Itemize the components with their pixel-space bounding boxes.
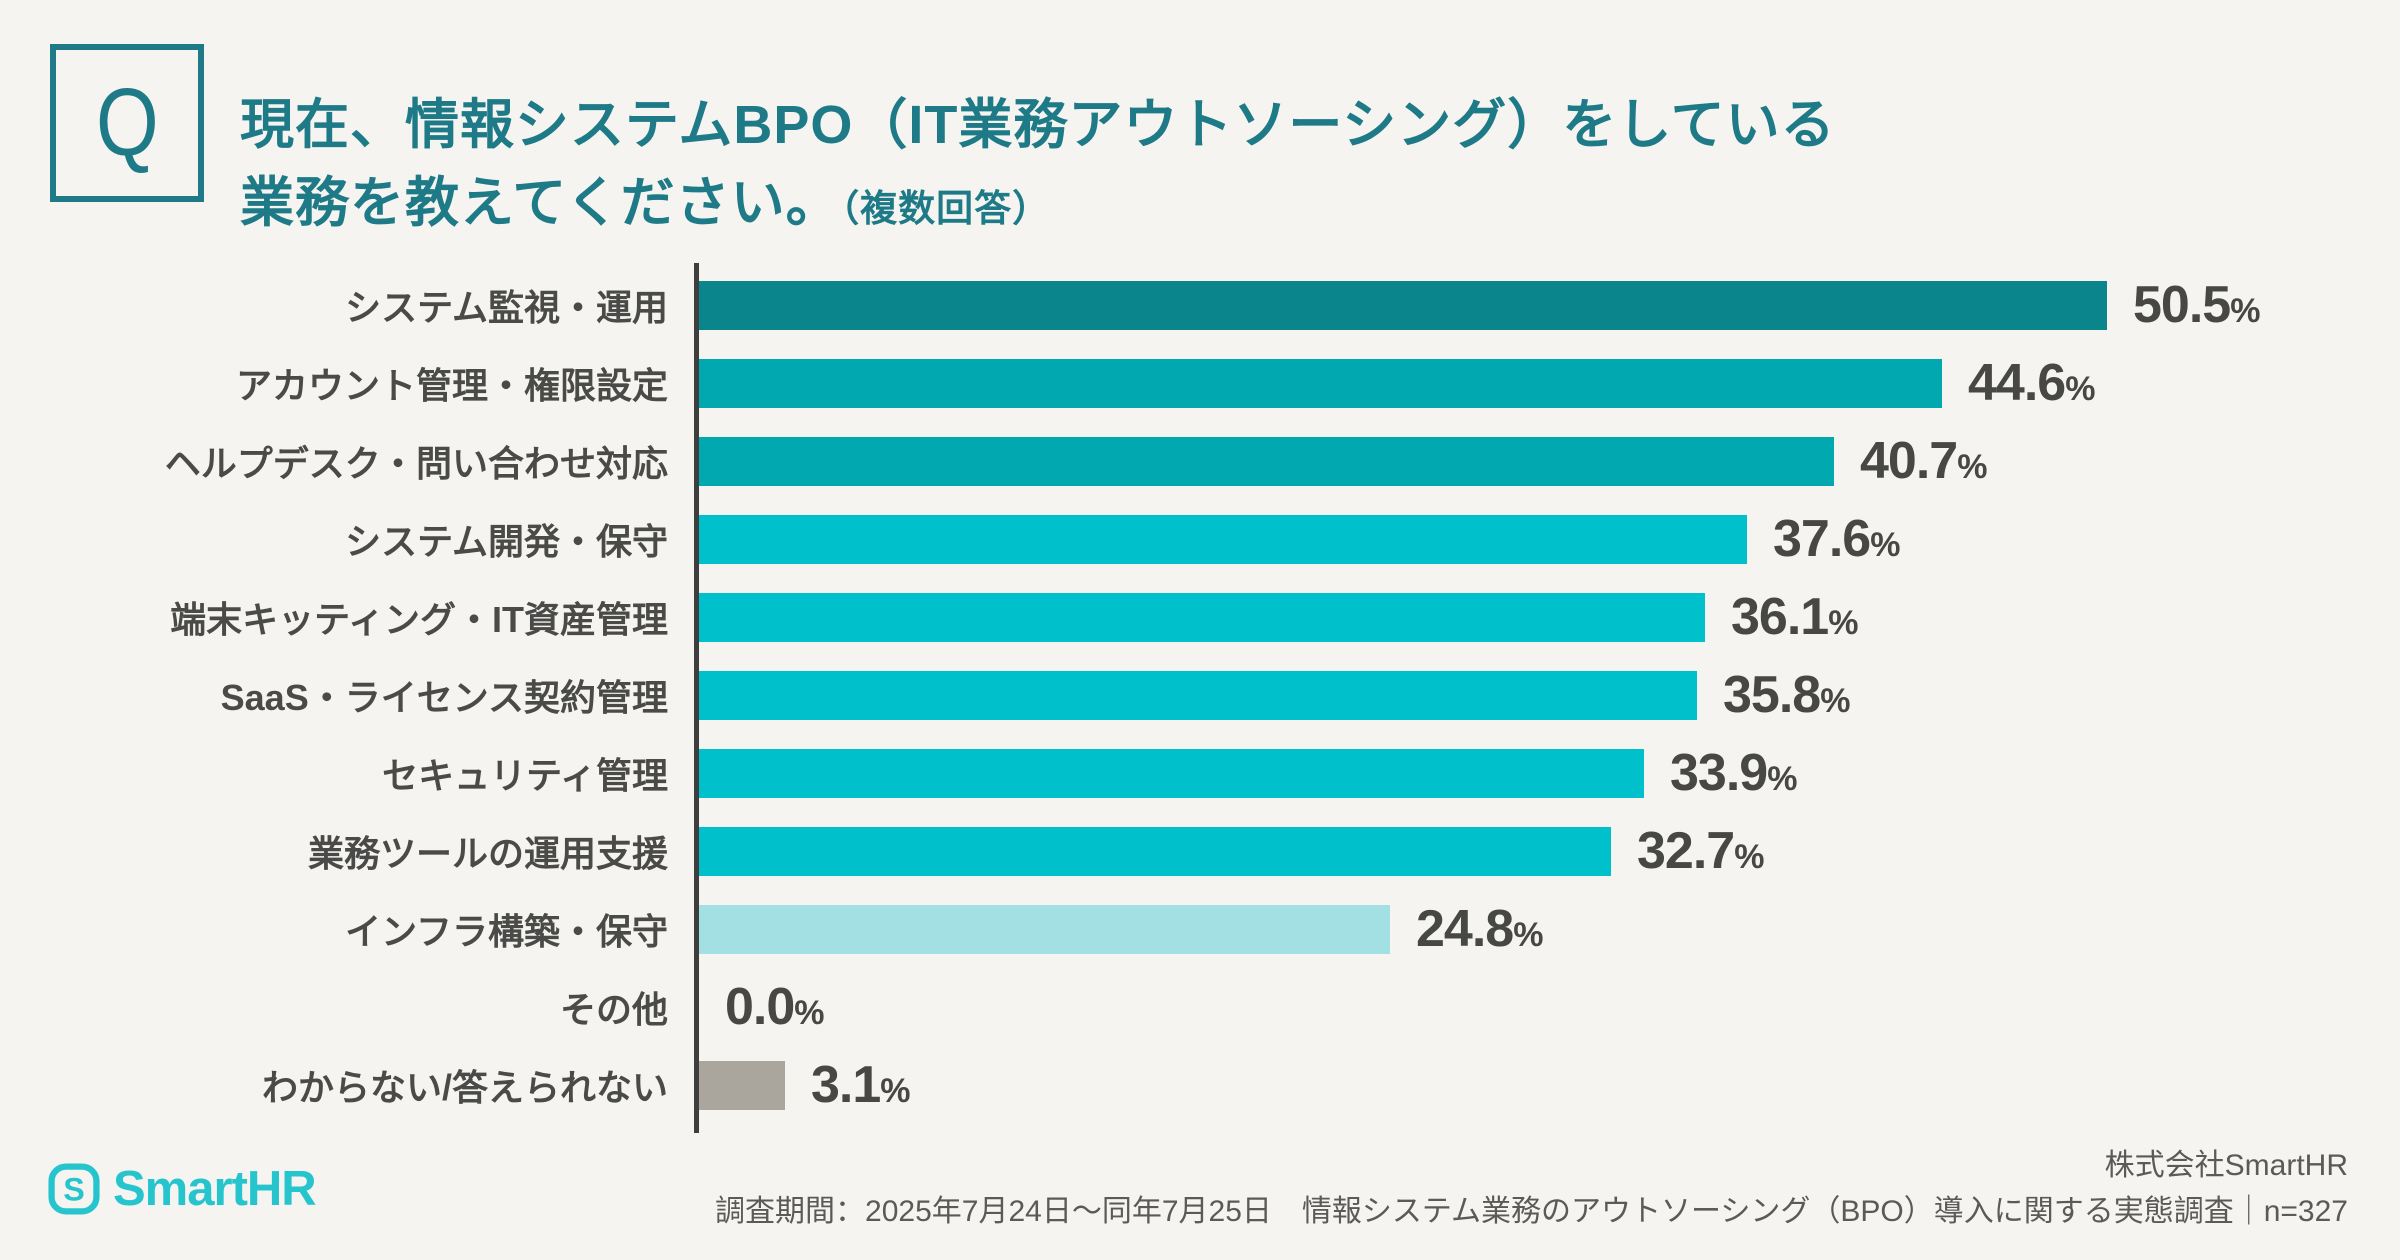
value-label: 44.6%	[1968, 357, 2095, 409]
chart-row: 業務ツールの運用支援 32.7%	[0, 812, 2400, 890]
chart-row: セキュリティ管理 33.9%	[0, 734, 2400, 812]
value-label: 3.1%	[811, 1059, 911, 1111]
value-unit: %	[1820, 682, 1851, 720]
page-title: 現在、情報システムBPO（IT業務アウトソーシング）をしている 業務を教えてくだ…	[240, 86, 1836, 248]
category-label: 業務ツールの運用支援	[307, 833, 668, 874]
title-line1: 現在、情報システムBPO（IT業務アウトソーシング）をしている	[240, 95, 1836, 156]
bar	[699, 436, 1834, 486]
chart-row: わからない/答えられない 3.1%	[0, 1046, 2400, 1124]
y-axis-line	[694, 263, 699, 1133]
category-label: 端末キッティング・IT資産管理	[170, 599, 668, 640]
bar	[699, 592, 1705, 642]
smarthr-logo-text: SmartHR	[113, 1161, 317, 1216]
value-label: 40.7%	[1860, 435, 1987, 487]
company-credit: 株式会社SmartHR	[2104, 1149, 2348, 1182]
value-unit: %	[1513, 916, 1544, 954]
value-unit: %	[2230, 292, 2261, 330]
category-label: インフラ構築・保守	[345, 911, 668, 952]
chart-row: インフラ構築・保守 24.8%	[0, 890, 2400, 968]
value-unit: %	[880, 1072, 911, 1110]
value-unit: %	[1767, 760, 1798, 798]
bar	[699, 280, 2107, 330]
bar	[699, 748, 1644, 798]
value-label: 50.5%	[2133, 279, 2260, 331]
title-line2: 業務を教えてください。	[240, 173, 841, 234]
bar	[699, 826, 1611, 876]
category-label: セキュリティ管理	[382, 755, 668, 796]
value-number: 24.8	[1416, 900, 1514, 958]
value-number: 37.6	[1773, 510, 1871, 568]
value-label: 32.7%	[1637, 825, 1764, 877]
question-badge-letter: Q	[95, 69, 159, 176]
bar	[699, 358, 1942, 408]
bar	[699, 1060, 785, 1110]
question-badge: Q	[50, 44, 204, 202]
bar	[699, 514, 1747, 564]
category-label: ヘルプデスク・問い合わせ対応	[164, 443, 668, 484]
bar-chart: システム監視・運用 50.5% アカウント管理・権限設定 44.6% ヘルプデスク・問い…	[0, 263, 2400, 1133]
value-label: 35.8%	[1723, 669, 1850, 721]
category-label: システム監視・運用	[345, 287, 668, 328]
value-label: 36.1%	[1731, 591, 1858, 643]
value-label: 24.8%	[1416, 903, 1543, 955]
svg-text:S: S	[63, 1172, 85, 1208]
survey-info: 調査期間：2025年7月24日～同年7月25日 情報システム業務のアウトソーシン…	[715, 1195, 2348, 1228]
value-unit: %	[794, 994, 825, 1032]
title-note: （複数回答）	[840, 188, 1051, 230]
value-unit: %	[1870, 526, 1901, 564]
value-unit: %	[1828, 604, 1859, 642]
value-number: 32.7	[1637, 822, 1735, 880]
smarthr-logo: S SmartHR	[48, 1161, 317, 1216]
value-label: 37.6%	[1773, 513, 1900, 565]
bar	[699, 670, 1697, 720]
value-number: 44.6	[1968, 354, 2066, 412]
value-number: 35.8	[1723, 666, 1821, 724]
value-number: 33.9	[1670, 744, 1768, 802]
category-label: わからない/答えられない	[261, 1067, 668, 1108]
chart-row: ヘルプデスク・問い合わせ対応 40.7%	[0, 422, 2400, 500]
chart-row: SaaS・ライセンス契約管理 35.8%	[0, 656, 2400, 734]
value-number: 40.7	[1860, 432, 1958, 490]
bar	[699, 904, 1390, 954]
category-label: その他	[559, 989, 668, 1030]
category-label: アカウント管理・権限設定	[235, 365, 668, 406]
chart-row: その他 0.0%	[0, 968, 2400, 1046]
value-number: 50.5	[2133, 276, 2231, 334]
category-label: SaaS・ライセンス契約管理	[220, 677, 668, 718]
chart-row: アカウント管理・権限設定 44.6%	[0, 344, 2400, 422]
value-label: 0.0%	[725, 981, 825, 1033]
chart-row: システム開発・保守 37.6%	[0, 500, 2400, 578]
value-unit: %	[1734, 838, 1765, 876]
value-number: 3.1	[811, 1056, 881, 1114]
value-unit: %	[2065, 370, 2096, 408]
chart-row: 端末キッティング・IT資産管理 36.1%	[0, 578, 2400, 656]
value-number: 36.1	[1731, 588, 1829, 646]
value-number: 0.0	[725, 978, 795, 1036]
chart-row: システム監視・運用 50.5%	[0, 266, 2400, 344]
value-label: 33.9%	[1670, 747, 1797, 799]
smarthr-logo-icon: S	[48, 1163, 100, 1215]
bar-chart-rows: システム監視・運用 50.5% アカウント管理・権限設定 44.6% ヘルプデスク・問い…	[0, 266, 2400, 1124]
value-unit: %	[1957, 448, 1988, 486]
category-label: システム開発・保守	[345, 521, 668, 562]
